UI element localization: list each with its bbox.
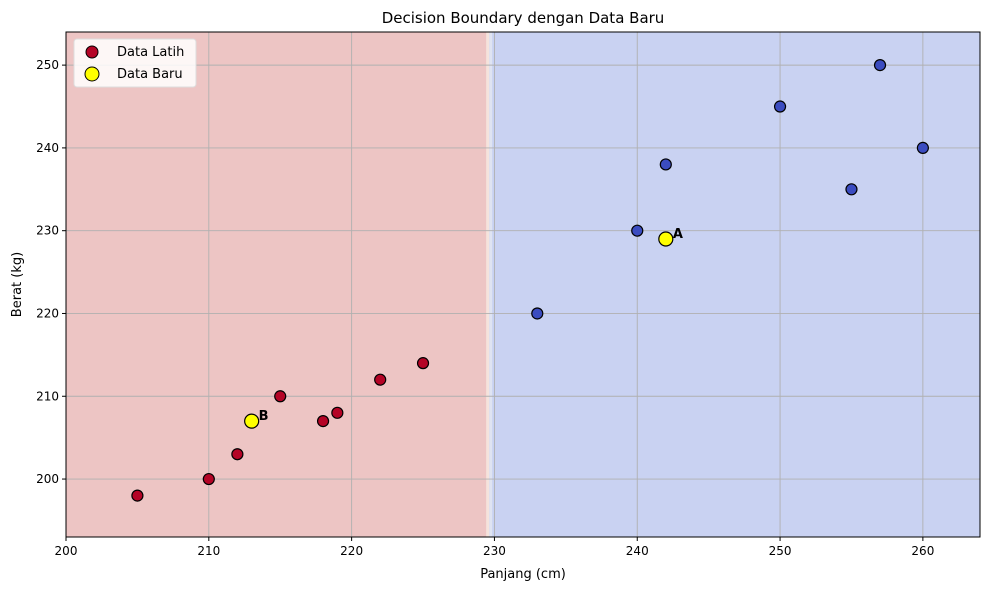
training-point bbox=[416, 357, 430, 370]
new-point bbox=[244, 413, 260, 429]
legend: Data Latih Data Baru bbox=[73, 38, 197, 88]
region-blue bbox=[490, 32, 980, 537]
x-axis-label: Panjang (cm) bbox=[480, 567, 566, 582]
training-point bbox=[631, 224, 644, 237]
y-tick-label: 240 bbox=[36, 141, 59, 155]
chart-title: Decision Boundary dengan Data Baru bbox=[382, 9, 665, 27]
training-point bbox=[274, 390, 287, 403]
training-point bbox=[916, 141, 929, 155]
x-axis-ticks: 200 210 220 230 240 250 260 bbox=[55, 537, 934, 558]
y-tick-label: 210 bbox=[36, 389, 59, 403]
training-point bbox=[374, 373, 387, 386]
legend-marker-data-latih bbox=[85, 45, 99, 59]
grid bbox=[65, 32, 980, 537]
x-tick-label: 200 bbox=[55, 544, 78, 558]
y-axis-label: Berat (kg) bbox=[10, 252, 25, 317]
region-red bbox=[66, 32, 491, 537]
training-point bbox=[202, 472, 215, 486]
training-point bbox=[316, 414, 330, 428]
training-point bbox=[231, 448, 244, 461]
training-point bbox=[531, 307, 544, 320]
legend-box bbox=[73, 38, 197, 88]
legend-marker-data-baru bbox=[84, 66, 100, 82]
x-tick-label: 260 bbox=[911, 544, 934, 558]
new-point-label: A bbox=[673, 227, 683, 242]
training-point bbox=[659, 158, 672, 171]
x-tick-label: 230 bbox=[483, 544, 506, 558]
training-point bbox=[873, 59, 887, 72]
boundary-blend-cool bbox=[489, 32, 493, 537]
x-tick-label: 240 bbox=[626, 544, 649, 558]
decision-regions bbox=[66, 32, 980, 537]
x-tick-label: 210 bbox=[197, 544, 220, 558]
new-point-label: B bbox=[259, 409, 269, 424]
y-axis-ticks: 200 210 220 230 240 250 bbox=[36, 58, 66, 486]
training-point bbox=[845, 183, 858, 196]
plot-frame bbox=[65, 31, 981, 538]
training-point bbox=[773, 100, 787, 113]
training-point bbox=[331, 406, 344, 419]
x-tick-label: 220 bbox=[340, 544, 363, 558]
point-labels: AB bbox=[259, 227, 683, 424]
legend-label-data-baru: Data Baru bbox=[117, 67, 183, 82]
y-tick-label: 230 bbox=[36, 224, 59, 238]
legend-label-data-latih: Data Latih bbox=[117, 45, 184, 60]
training-point bbox=[131, 489, 144, 502]
new-point bbox=[658, 231, 674, 247]
data-points bbox=[131, 59, 929, 502]
y-tick-label: 250 bbox=[36, 58, 59, 72]
y-tick-label: 220 bbox=[36, 306, 59, 320]
y-tick-label: 200 bbox=[36, 472, 59, 486]
x-tick-label: 250 bbox=[769, 544, 792, 558]
boundary-blend-warm bbox=[486, 32, 490, 537]
